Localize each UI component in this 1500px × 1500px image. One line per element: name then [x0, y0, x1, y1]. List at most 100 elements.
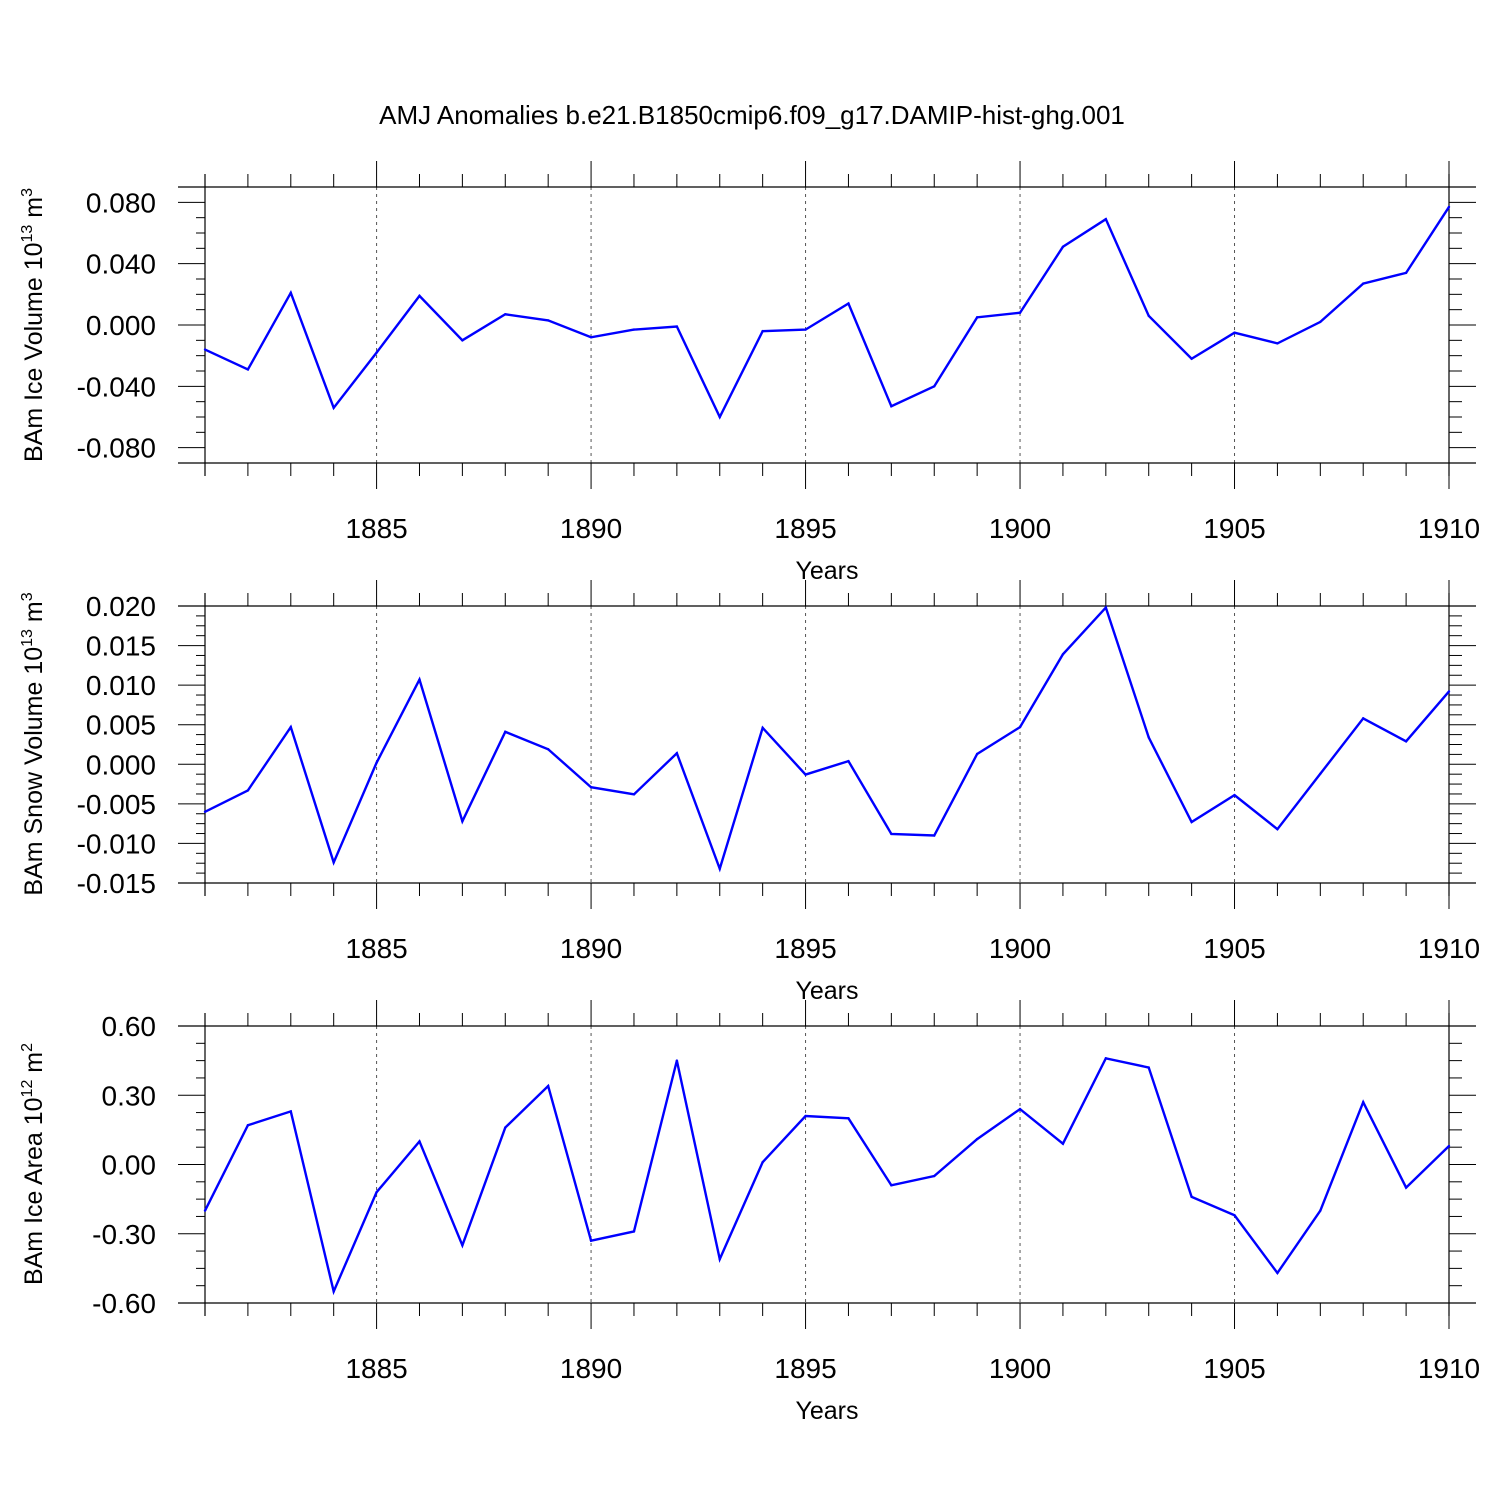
data-point [461, 339, 464, 342]
panel-ice-area: -0.60 -0.30 0.00 0.30 0.60 1885 1890 1895 1900 19… [19, 1000, 1480, 1425]
data-point [975, 1137, 979, 1141]
y-tick-label: 0.30 [102, 1080, 157, 1111]
data-point [289, 1110, 292, 1113]
x-tick-label: 1895 [774, 1353, 836, 1384]
y-tick-label: -0.040 [77, 371, 156, 402]
data-point [375, 1191, 378, 1194]
data-point [1404, 740, 1408, 743]
y-tick-label: -0.080 [77, 433, 156, 464]
data-point [890, 1184, 893, 1187]
data-point [1276, 1271, 1279, 1275]
data-point [933, 1174, 936, 1178]
x-tick-label: 1900 [989, 513, 1051, 544]
data-point [504, 730, 507, 734]
y-tick-label: 0.000 [86, 310, 156, 341]
data-point [1061, 1142, 1065, 1145]
data-point [1362, 282, 1365, 285]
data-point [933, 834, 936, 837]
data-point [1190, 820, 1193, 824]
data-point [1018, 311, 1022, 314]
data-point [289, 291, 292, 294]
x-tick-label: 1890 [560, 933, 622, 964]
data-point [1061, 653, 1065, 656]
y-tick-label: 0.000 [86, 749, 156, 780]
data-point [246, 368, 250, 371]
series-line [203, 1056, 1450, 1296]
y-tick-label: -0.005 [77, 789, 156, 820]
data-point [203, 1209, 207, 1212]
data-point [1190, 1195, 1193, 1199]
data-point [289, 725, 292, 729]
data-point [1147, 736, 1150, 739]
data-point [203, 348, 207, 351]
panel-snow-volume: -0.015 -0.010 -0.005 0.000 0.005 0.010 0.015 0.… [19, 580, 1480, 1005]
data-point [1447, 690, 1451, 693]
x-tick-label: 1905 [1203, 1353, 1265, 1384]
data-point [804, 773, 807, 776]
data-point [632, 1230, 636, 1233]
data-point [1233, 331, 1236, 334]
data-point [890, 832, 893, 836]
x-tick-label: 1885 [345, 933, 407, 964]
panel-ice-volume: -0.080 -0.040 0.000 0.040 0.080 1885 1890 1895 1… [19, 161, 1480, 585]
data-point [675, 1059, 679, 1062]
data-point [418, 1140, 421, 1143]
data-point [847, 759, 850, 763]
x-axis-label: Years [795, 1397, 858, 1425]
series-line [204, 605, 1450, 873]
data-point [246, 789, 250, 792]
y-tick-label: 0.00 [102, 1150, 157, 1181]
x-tick-label: 1910 [1418, 513, 1480, 544]
x-tick-label: 1900 [989, 933, 1051, 964]
data-point [332, 1290, 335, 1293]
y-tick-label: 0.040 [86, 249, 156, 280]
data-point [1362, 717, 1365, 720]
data-point [1276, 827, 1279, 831]
data-point [1018, 725, 1022, 729]
data-point [718, 867, 721, 870]
x-tick-label: 1890 [560, 513, 622, 544]
data-point [632, 328, 636, 331]
x-tick-label: 1900 [989, 1353, 1051, 1384]
data-point [718, 1257, 721, 1261]
data-point [761, 726, 764, 730]
data-point [847, 1117, 850, 1120]
data-point [589, 336, 593, 339]
data-point [418, 294, 421, 298]
data-point [332, 861, 335, 864]
data-point [1404, 1186, 1408, 1189]
data-point [804, 1114, 807, 1118]
data-point [1404, 271, 1408, 275]
data-point [1190, 357, 1193, 360]
data-point [1061, 245, 1065, 248]
data-point [1319, 320, 1322, 324]
data-point [461, 820, 464, 823]
data-point [246, 1124, 250, 1127]
y-axis-label: BAm Snow Volume 1013 m3 [19, 592, 48, 895]
x-tick-label: 1910 [1418, 933, 1480, 964]
data-point [589, 786, 593, 789]
y-axis-label: BAm Ice Volume 1013 m3 [19, 188, 48, 462]
data-point [1233, 1214, 1236, 1217]
x-tick-label: 1885 [345, 1353, 407, 1384]
x-tick-label: 1910 [1418, 1353, 1480, 1384]
y-tick-label: 0.080 [86, 187, 156, 218]
data-point [804, 328, 807, 331]
data-point [1362, 1100, 1365, 1104]
data-point [975, 316, 979, 319]
data-point [890, 405, 893, 408]
data-point [675, 325, 679, 328]
data-point [1319, 772, 1322, 775]
data-point [632, 793, 636, 796]
x-tick-label: 1905 [1203, 513, 1265, 544]
data-point [504, 1126, 507, 1129]
data-point [1319, 1209, 1322, 1212]
data-point [504, 313, 507, 316]
data-point [1104, 606, 1108, 609]
x-tick-label: 1885 [345, 513, 407, 544]
series-line [204, 206, 1451, 420]
x-tick-label: 1905 [1203, 933, 1265, 964]
data-point [546, 319, 550, 322]
